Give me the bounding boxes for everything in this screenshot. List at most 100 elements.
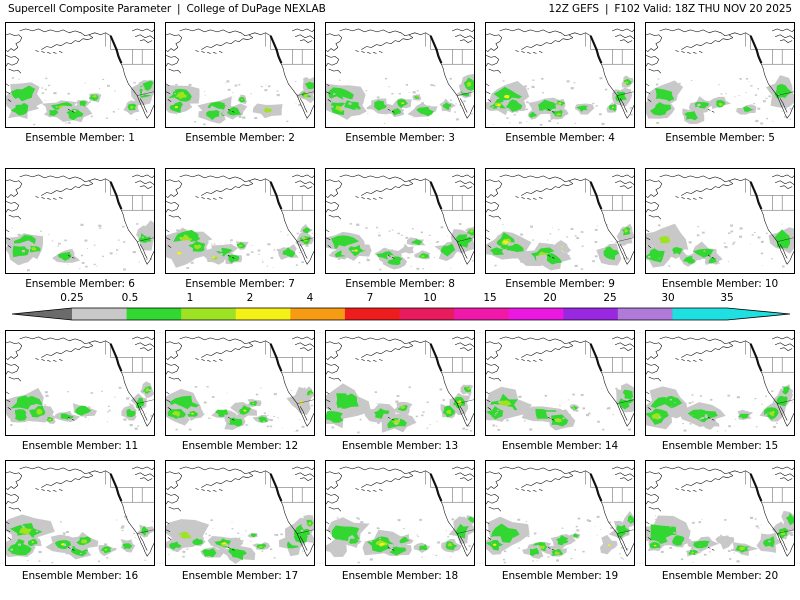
coastlines bbox=[646, 174, 794, 265]
panel-caption: Ensemble Member: 4 bbox=[505, 132, 615, 144]
ensemble-map-panel[interactable] bbox=[645, 22, 795, 128]
panel-row-4: Ensemble Member: 16 Ensemble Member: 17 En… bbox=[0, 460, 800, 582]
scp-contours bbox=[646, 384, 794, 432]
panel-caption: Ensemble Member: 18 bbox=[341, 570, 459, 582]
ensemble-map-panel[interactable] bbox=[5, 168, 155, 274]
scp-contours bbox=[326, 383, 474, 434]
coast-shading bbox=[429, 473, 443, 502]
colorbar-gradient bbox=[11, 307, 791, 321]
colorbar-segment bbox=[344, 308, 400, 320]
ensemble-map-panel[interactable] bbox=[645, 460, 795, 566]
scp-contours bbox=[646, 223, 794, 268]
coast-shading bbox=[269, 473, 283, 502]
panel-caption: Ensemble Member: 12 bbox=[181, 440, 299, 452]
ensemble-map-panel[interactable] bbox=[485, 330, 635, 436]
panel-caption: Ensemble Member: 15 bbox=[661, 440, 779, 452]
colorbar-segment bbox=[181, 308, 237, 320]
scp-contours bbox=[166, 76, 314, 126]
map-svg bbox=[166, 461, 314, 565]
ensemble-map-panel[interactable] bbox=[485, 460, 635, 566]
coast-shading bbox=[589, 473, 603, 502]
coastlines bbox=[646, 336, 794, 427]
scp-contours bbox=[6, 77, 154, 126]
coastlines bbox=[6, 174, 154, 265]
colorbar-tick-label: 0.25 bbox=[60, 292, 84, 304]
ensemble-panel-cell: Ensemble Member: 11 bbox=[0, 330, 160, 452]
panel-row-3: Ensemble Member: 11 Ensemble Member: 12 En… bbox=[0, 330, 800, 452]
coast-shading bbox=[749, 35, 763, 64]
colorbar-tick-label: 0.5 bbox=[121, 292, 139, 304]
coast-shading bbox=[109, 35, 123, 64]
colorbar-tick-label: 15 bbox=[483, 292, 497, 304]
colorbar-tick-label: 10 bbox=[423, 292, 437, 304]
colorbar-tick-labels: 0.25 0.5 1 2 4 7 10 15 20 25 30 35 bbox=[0, 292, 800, 305]
ensemble-panel-cell: Ensemble Member: 5 bbox=[640, 22, 800, 144]
ensemble-map-panel[interactable] bbox=[645, 330, 795, 436]
header-separator: | bbox=[177, 3, 181, 15]
ensemble-map-panel[interactable] bbox=[325, 22, 475, 128]
colorbar: 0.25 0.5 1 2 4 7 10 15 20 25 30 35 bbox=[0, 292, 800, 324]
panel-caption: Ensemble Member: 5 bbox=[665, 132, 775, 144]
map-svg bbox=[646, 331, 794, 435]
ensemble-map-panel[interactable] bbox=[5, 22, 155, 128]
map-svg bbox=[6, 461, 154, 565]
ensemble-map-panel[interactable] bbox=[165, 168, 315, 274]
colorbar-segment bbox=[454, 308, 510, 320]
ensemble-panel-cell: Ensemble Member: 14 bbox=[480, 330, 640, 452]
coast-shading bbox=[589, 35, 603, 64]
colorbar-segment bbox=[72, 308, 127, 320]
ensemble-panel-cell: Ensemble Member: 20 bbox=[640, 460, 800, 582]
scp-contours bbox=[166, 386, 314, 432]
ensemble-panel-cell: Ensemble Member: 15 bbox=[640, 330, 800, 452]
ensemble-map-panel[interactable] bbox=[165, 330, 315, 436]
scp-contours bbox=[6, 381, 154, 430]
ensemble-map-panel[interactable] bbox=[645, 168, 795, 274]
coast-shading bbox=[749, 473, 763, 502]
ensemble-map-panel[interactable] bbox=[485, 22, 635, 128]
political-borders bbox=[745, 178, 794, 242]
panel-caption: Ensemble Member: 11 bbox=[21, 440, 139, 452]
panel-caption: Ensemble Member: 1 bbox=[25, 132, 135, 144]
ensemble-panel-cell: Ensemble Member: 17 bbox=[160, 460, 320, 582]
colorbar-segment bbox=[399, 308, 455, 320]
ensemble-map-panel[interactable] bbox=[5, 330, 155, 436]
ensemble-map-panel[interactable] bbox=[325, 168, 475, 274]
coast-shading bbox=[429, 181, 443, 210]
coast-shading bbox=[429, 35, 443, 64]
panel-caption: Ensemble Member: 20 bbox=[661, 570, 779, 582]
panel-caption: Ensemble Member: 6 bbox=[25, 278, 135, 290]
ensemble-panel-cell: Ensemble Member: 8 bbox=[320, 168, 480, 290]
coast-shading bbox=[749, 343, 763, 372]
scp-contours bbox=[326, 73, 474, 124]
ensemble-panel-cell: Ensemble Member: 12 bbox=[160, 330, 320, 452]
ensemble-panel-cell: Ensemble Member: 2 bbox=[160, 22, 320, 144]
map-svg bbox=[6, 169, 154, 273]
map-svg bbox=[486, 331, 634, 435]
colorbar-tick-label: 25 bbox=[603, 292, 617, 304]
colorbar-tick-label: 4 bbox=[306, 292, 314, 304]
ensemble-map-panel[interactable] bbox=[165, 460, 315, 566]
ensemble-map-panel[interactable] bbox=[325, 330, 475, 436]
scp-contours bbox=[166, 224, 314, 271]
map-svg bbox=[326, 169, 474, 273]
political-borders bbox=[105, 178, 154, 242]
scp-contours bbox=[486, 223, 634, 271]
ensemble-map-panel[interactable] bbox=[165, 22, 315, 128]
ensemble-panel-cell: Ensemble Member: 18 bbox=[320, 460, 480, 582]
political-borders bbox=[745, 470, 794, 534]
scp-contours bbox=[326, 515, 474, 564]
page-header: Supercell Composite Parameter | College … bbox=[0, 0, 800, 18]
colorbar-tick-label: 35 bbox=[720, 292, 734, 304]
colorbar-tick-label: 20 bbox=[543, 292, 557, 304]
map-svg bbox=[326, 23, 474, 127]
ensemble-panel-cell: Ensemble Member: 4 bbox=[480, 22, 640, 144]
panel-row-1: Ensemble Member: 1 Ensemble Member: 2 Ense… bbox=[0, 22, 800, 144]
ensemble-panel-cell: Ensemble Member: 10 bbox=[640, 168, 800, 290]
ensemble-map-panel[interactable] bbox=[325, 460, 475, 566]
ensemble-panel-cell: Ensemble Member: 7 bbox=[160, 168, 320, 290]
colorbar-low-arrow bbox=[12, 308, 72, 320]
panel-caption: Ensemble Member: 2 bbox=[185, 132, 295, 144]
ensemble-map-panel[interactable] bbox=[5, 460, 155, 566]
map-svg bbox=[6, 23, 154, 127]
ensemble-map-panel[interactable] bbox=[485, 168, 635, 274]
